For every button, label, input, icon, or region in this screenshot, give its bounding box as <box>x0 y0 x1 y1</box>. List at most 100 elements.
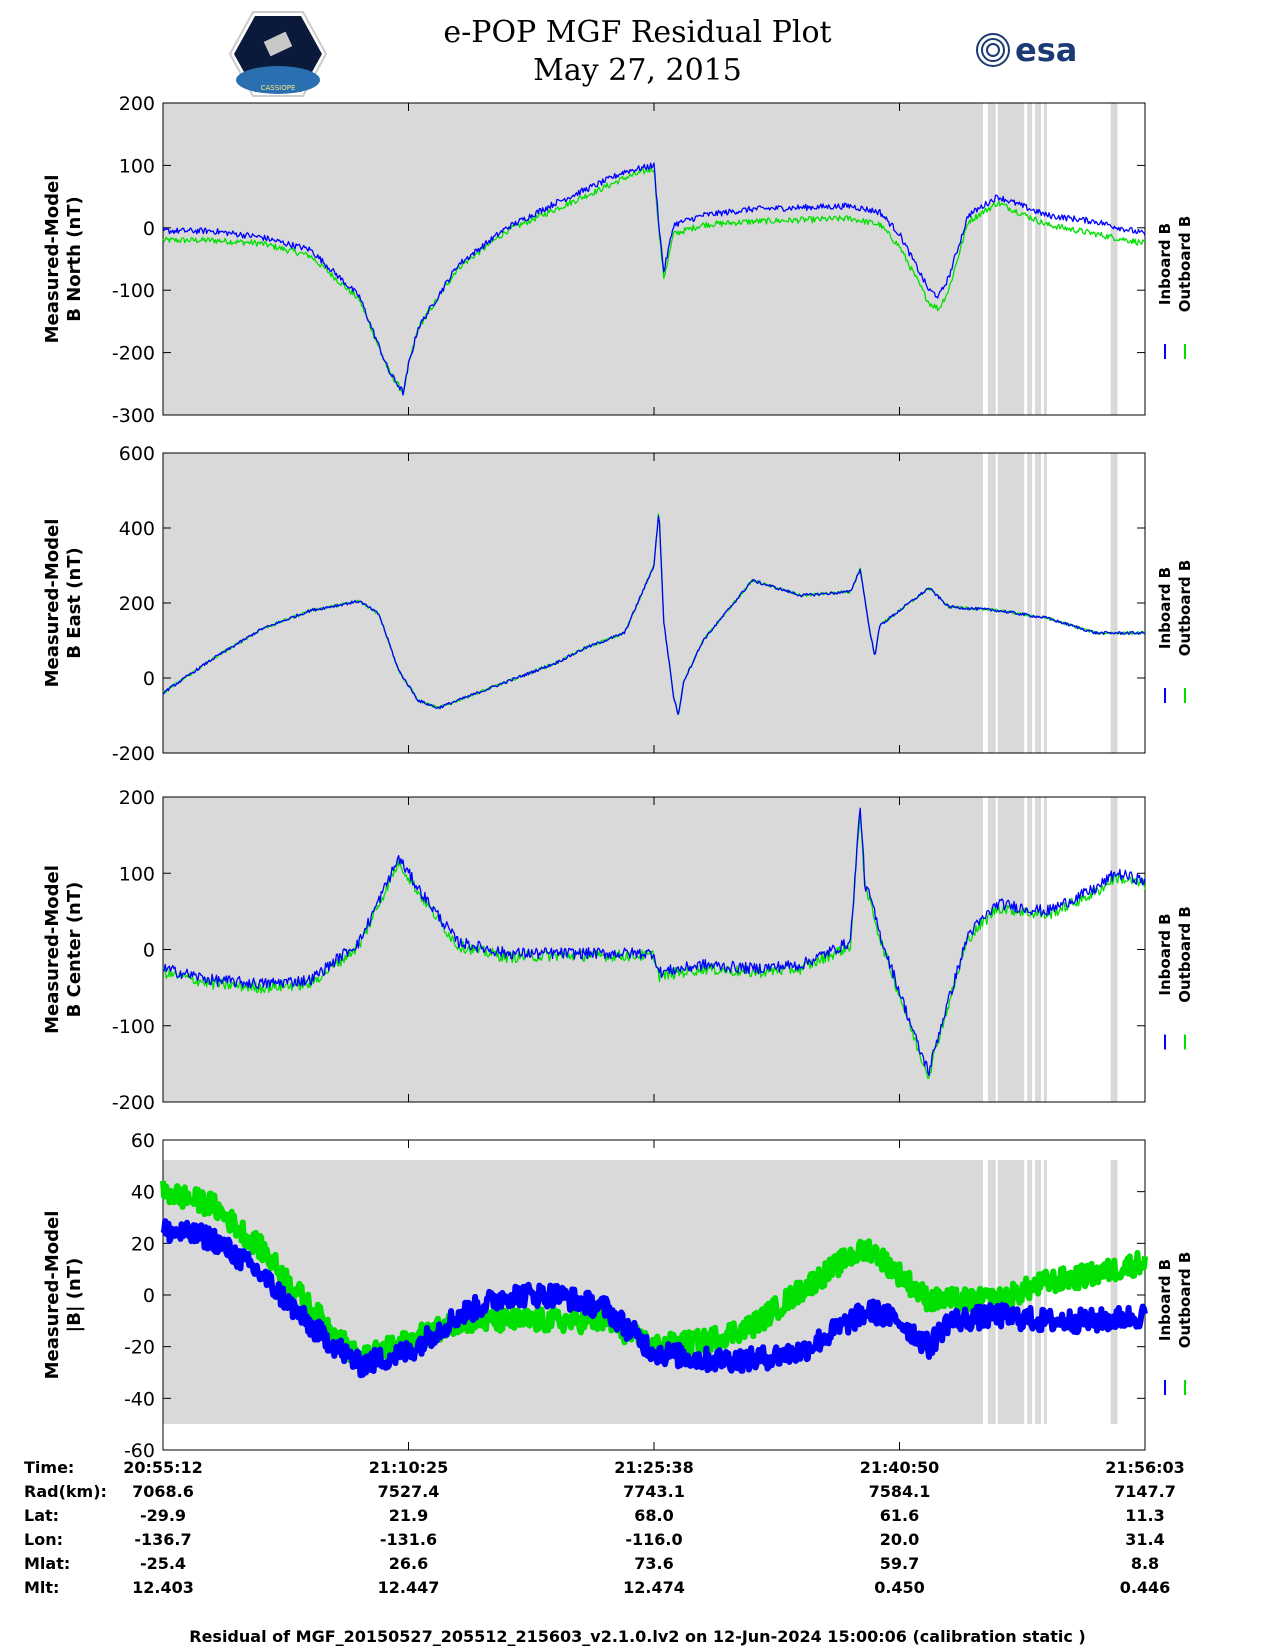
ylabel-line1-3: Measured-Model <box>42 1211 63 1380</box>
ytick-label-2-4: 200 <box>119 787 155 809</box>
ylabel-line1-2: Measured-Model <box>42 865 63 1034</box>
ylabel-line2-3: |B| (nT) <box>64 1258 85 1333</box>
table-cell: 21:40:50 <box>860 1458 940 1477</box>
table-row-label: Time: <box>24 1458 74 1477</box>
table-cell: -25.4 <box>140 1554 186 1573</box>
ylabel-line1-0: Measured-Model <box>42 175 63 344</box>
legend-outboard-1: Outboard B <box>1176 560 1194 657</box>
table-cell: 12.403 <box>132 1578 194 1597</box>
ytick-label-3-2: -20 <box>124 1337 155 1359</box>
gray-band-1-5 <box>1043 453 1047 753</box>
series-inboard-3 <box>160 1218 1148 1379</box>
ytick-label-3-1: -40 <box>124 1388 155 1410</box>
table-row-label: Mlat: <box>24 1554 70 1573</box>
cassiope-logo: CASSIOPE <box>228 11 328 97</box>
table-row-label: Rad(km): <box>24 1482 107 1501</box>
legend-outboard-2: Outboard B <box>1176 906 1194 1003</box>
table-cell: 21.9 <box>389 1506 428 1525</box>
gray-band-2-5 <box>1043 797 1047 1102</box>
legend-inboard-2: Inboard B <box>1156 913 1174 995</box>
table-cell: 7743.1 <box>623 1482 685 1501</box>
ytick-label-0-0: -300 <box>112 405 155 427</box>
table-cell: -116.0 <box>625 1530 682 1549</box>
gray-band-0-6 <box>1110 103 1118 415</box>
title-line-1: e-POP MGF Residual Plot <box>443 15 832 50</box>
table-cell: 21:25:38 <box>614 1458 694 1477</box>
gray-band-2-4 <box>1035 797 1041 1102</box>
gray-band-0-0 <box>163 103 983 415</box>
gray-band-0-5 <box>1043 103 1047 415</box>
ytick-label-0-1: -200 <box>112 343 155 365</box>
gray-band-1-6 <box>1110 453 1118 753</box>
gray-band-2-2 <box>997 797 1025 1102</box>
esa-logo: esa <box>976 31 1077 69</box>
ytick-label-3-6: 60 <box>131 1130 155 1152</box>
table-cell: 61.6 <box>880 1506 919 1525</box>
ytick-label-1-1: 0 <box>143 668 155 690</box>
table-cell: 7584.1 <box>869 1482 931 1501</box>
table-cell: 59.7 <box>880 1554 919 1573</box>
table-cell: 68.0 <box>634 1506 673 1525</box>
table-cell: 12.447 <box>378 1578 440 1597</box>
ytick-label-1-2: 200 <box>119 593 155 615</box>
gray-band-0-3 <box>1027 103 1033 415</box>
gray-band-1-1 <box>987 453 996 753</box>
table-cell: -29.9 <box>140 1506 186 1525</box>
gray-band-1-2 <box>997 453 1025 753</box>
gray-band-3-5 <box>1043 1160 1047 1424</box>
cassiope-logo-text: CASSIOPE <box>261 84 296 92</box>
table-cell: 73.6 <box>634 1554 673 1573</box>
legend-outboard-0: Outboard B <box>1176 216 1194 313</box>
table-cell: 0.446 <box>1120 1578 1171 1597</box>
ytick-label-3-3: 0 <box>143 1285 155 1307</box>
gray-band-0-4 <box>1035 103 1041 415</box>
gray-band-2-6 <box>1110 797 1118 1102</box>
table-cell: 7147.7 <box>1114 1482 1176 1501</box>
table-cell: -131.6 <box>380 1530 437 1549</box>
table-cell: 12.474 <box>623 1578 685 1597</box>
ytick-label-1-3: 400 <box>119 518 155 540</box>
series-inboard-1 <box>162 515 1146 716</box>
ytick-label-3-5: 40 <box>131 1182 155 1204</box>
table-cell: 21:10:25 <box>369 1458 449 1477</box>
ytick-label-2-0: -200 <box>112 1092 155 1114</box>
ylabel-line2-0: B North (nT) <box>64 196 85 322</box>
ytick-label-2-1: -100 <box>112 1016 155 1038</box>
table-row-label: Mlt: <box>24 1578 59 1597</box>
table-cell: 8.8 <box>1131 1554 1159 1573</box>
ytick-label-0-5: 200 <box>119 93 155 115</box>
legend-inboard-1: Inboard B <box>1156 567 1174 649</box>
ylabel-line2-2: B Center (nT) <box>64 882 85 1018</box>
legend-outboard-3: Outboard B <box>1176 1252 1194 1349</box>
table-cell: 7527.4 <box>378 1482 440 1501</box>
ytick-label-0-4: 100 <box>119 155 155 177</box>
legend-inboard-3: Inboard B <box>1156 1259 1174 1341</box>
table-cell: 7068.6 <box>132 1482 194 1501</box>
gray-band-3-6 <box>1110 1160 1118 1424</box>
gray-band-0-1 <box>987 103 996 415</box>
series-inboard-0 <box>162 162 1146 396</box>
gray-band-2-1 <box>987 797 996 1102</box>
table-row-label: Lon: <box>24 1530 63 1549</box>
table-cell: 11.3 <box>1125 1506 1164 1525</box>
ylabel-line1-1: Measured-Model <box>42 519 63 688</box>
series-inboard-2 <box>162 807 1146 1077</box>
legend-inboard-0: Inboard B <box>1156 223 1174 305</box>
table-cell: 20:55:12 <box>123 1458 203 1477</box>
ytick-label-3-4: 20 <box>131 1233 155 1255</box>
table-row-label: Lat: <box>24 1506 59 1525</box>
gray-band-0-2 <box>997 103 1025 415</box>
table-cell: 31.4 <box>1125 1530 1164 1549</box>
gray-band-2-3 <box>1027 797 1033 1102</box>
ytick-label-0-2: -100 <box>112 280 155 302</box>
gray-band-1-3 <box>1027 453 1033 753</box>
gray-band-1-4 <box>1035 453 1041 753</box>
page-title: e-POP MGF Residual Plot May 27, 2015 <box>0 14 1275 90</box>
ytick-label-2-3: 100 <box>119 863 155 885</box>
series-outboard-2 <box>162 812 1146 1079</box>
ylabel-line2-1: B East (nT) <box>64 547 85 659</box>
table-cell: 20.0 <box>880 1530 919 1549</box>
ytick-label-3-0: -60 <box>124 1440 155 1462</box>
table-cell: 26.6 <box>389 1554 428 1573</box>
